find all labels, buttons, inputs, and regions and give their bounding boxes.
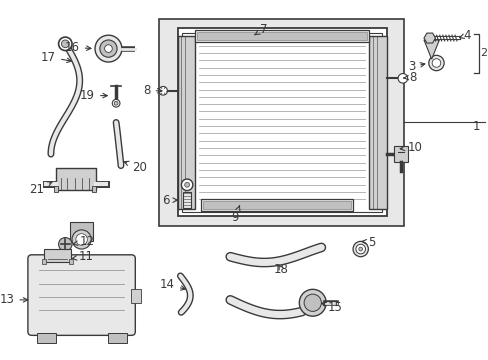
- Text: 20: 20: [124, 161, 146, 174]
- Text: 11: 11: [72, 250, 94, 263]
- Bar: [92, 186, 96, 192]
- Circle shape: [304, 294, 321, 311]
- Text: 13: 13: [0, 293, 28, 306]
- Text: 8: 8: [143, 84, 162, 97]
- Circle shape: [100, 40, 117, 57]
- Circle shape: [61, 40, 69, 48]
- Bar: [56, 168, 96, 190]
- Circle shape: [112, 99, 120, 107]
- Bar: [368, 36, 386, 209]
- Text: 3: 3: [407, 60, 424, 73]
- Text: 12: 12: [73, 235, 95, 248]
- Circle shape: [431, 59, 440, 67]
- Bar: [37, 333, 56, 343]
- Circle shape: [355, 244, 365, 254]
- Bar: [177, 36, 194, 209]
- Text: 10: 10: [399, 141, 422, 154]
- Bar: [159, 19, 403, 226]
- Text: 2: 2: [480, 48, 487, 58]
- Bar: [182, 33, 381, 212]
- Circle shape: [72, 230, 91, 249]
- Text: 9: 9: [231, 206, 240, 224]
- Circle shape: [428, 55, 443, 71]
- Text: 4: 4: [459, 29, 470, 42]
- Polygon shape: [423, 40, 438, 59]
- Circle shape: [181, 179, 192, 190]
- Text: 19: 19: [80, 89, 107, 102]
- Bar: [70, 222, 93, 241]
- Circle shape: [95, 35, 122, 62]
- Circle shape: [159, 86, 167, 95]
- Text: 1: 1: [472, 120, 480, 132]
- Circle shape: [358, 247, 362, 251]
- Bar: [177, 28, 386, 216]
- Text: 17: 17: [41, 50, 71, 63]
- Bar: [69, 258, 73, 264]
- Bar: [42, 258, 46, 264]
- Bar: [44, 249, 71, 262]
- Text: 21: 21: [29, 182, 52, 196]
- Circle shape: [397, 73, 407, 83]
- Text: 8: 8: [403, 71, 416, 84]
- Circle shape: [59, 238, 72, 251]
- Text: 15: 15: [321, 301, 342, 314]
- Circle shape: [184, 183, 189, 187]
- Circle shape: [299, 289, 325, 316]
- Circle shape: [59, 37, 72, 50]
- Bar: [183, 193, 190, 208]
- Bar: [107, 333, 126, 343]
- FancyBboxPatch shape: [28, 255, 135, 336]
- Bar: [196, 32, 366, 40]
- Circle shape: [114, 102, 118, 105]
- Bar: [54, 186, 58, 192]
- Text: 14: 14: [160, 278, 185, 291]
- Text: 5: 5: [361, 236, 375, 249]
- Text: 7: 7: [254, 23, 267, 36]
- Circle shape: [352, 241, 367, 257]
- Bar: [393, 147, 407, 162]
- Text: 18: 18: [274, 263, 288, 276]
- Circle shape: [76, 234, 87, 245]
- Bar: [194, 30, 368, 42]
- Text: 16: 16: [64, 41, 91, 54]
- Bar: [131, 289, 141, 303]
- Bar: [203, 201, 350, 209]
- Text: 6: 6: [162, 194, 177, 207]
- Circle shape: [104, 45, 112, 53]
- Bar: [201, 199, 352, 211]
